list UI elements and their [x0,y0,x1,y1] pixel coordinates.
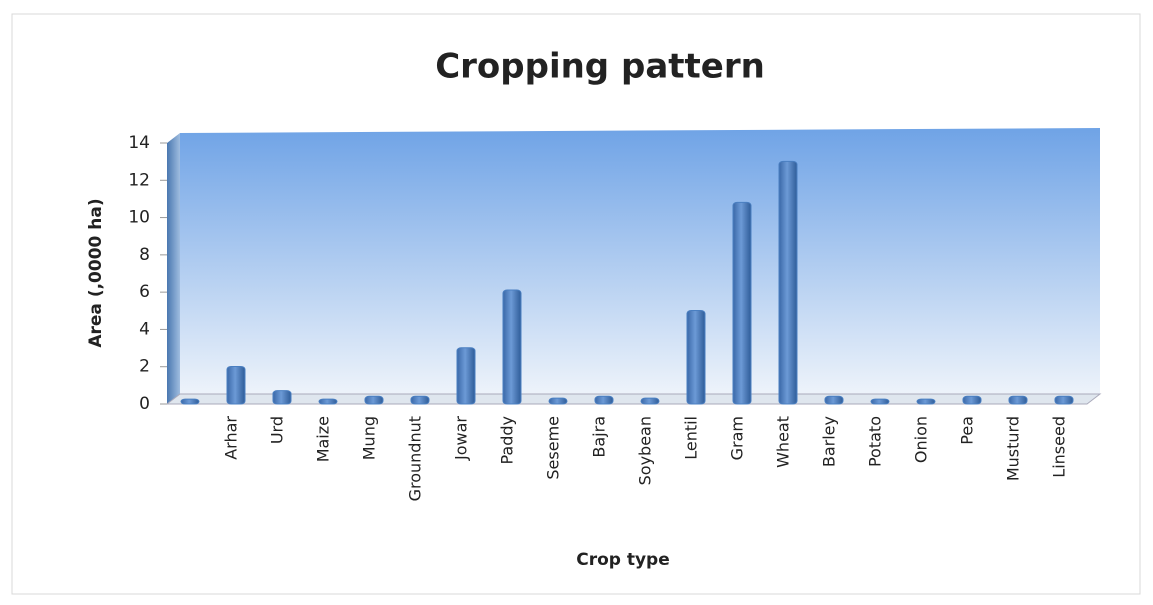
bar [1054,395,1074,405]
x-tick-label: Pea [958,416,977,445]
bar [1008,395,1028,405]
bar [732,201,752,405]
x-axis-label: Crop type [576,550,670,570]
chart-title: Cropping pattern [435,47,765,87]
x-tick-label: Arhar [222,416,241,460]
y-tick-label: 10 [128,208,150,228]
x-tick-label: Maize [314,416,333,462]
side-wall [167,133,180,404]
x-tick-label: Barley [820,416,839,467]
bar [594,395,614,405]
bar [180,398,200,405]
bar [640,397,660,405]
bar [548,397,568,405]
x-tick-label: Mung [360,416,379,460]
bar [916,398,936,405]
y-tick-label: 6 [139,282,150,302]
x-tick-label: Seseme [544,416,563,480]
bar [962,395,982,405]
y-tick-label: 8 [139,245,150,265]
x-tick-label: Bajra [590,416,609,458]
bar [272,390,292,405]
x-tick-label: Linseed [1050,416,1069,478]
x-tick-label: Gram [728,416,747,460]
y-tick-label: 14 [128,133,150,153]
bar [686,310,706,405]
x-tick-label: Wheat [774,416,793,468]
bar [502,289,522,405]
x-tick-label: Groundnut [406,416,425,501]
x-tick-label: Urd [268,416,287,444]
bar [778,160,798,405]
bar [824,395,844,405]
x-tick-label: Soybean [636,416,655,485]
x-tick-label: Jowar [452,416,471,461]
y-tick-label: 0 [139,394,150,414]
x-tick-label: Paddy [498,416,517,465]
x-tick-label: Onion [912,416,931,463]
bar [410,395,430,405]
bar [364,395,384,405]
bar [456,347,476,405]
y-tick-label: 12 [128,170,150,190]
bar [318,398,338,405]
bar [226,365,246,405]
x-tick-label: Musturd [1004,416,1023,481]
bar [870,398,890,405]
y-tick-label: 2 [139,357,150,377]
x-tick-label: Lentil [682,416,701,460]
floor [165,393,1102,405]
back-wall [167,128,1100,404]
y-axis-label: Area (,0000 ha) [86,198,106,347]
x-tick-label: Potato [866,416,885,467]
y-tick-label: 4 [139,319,150,339]
